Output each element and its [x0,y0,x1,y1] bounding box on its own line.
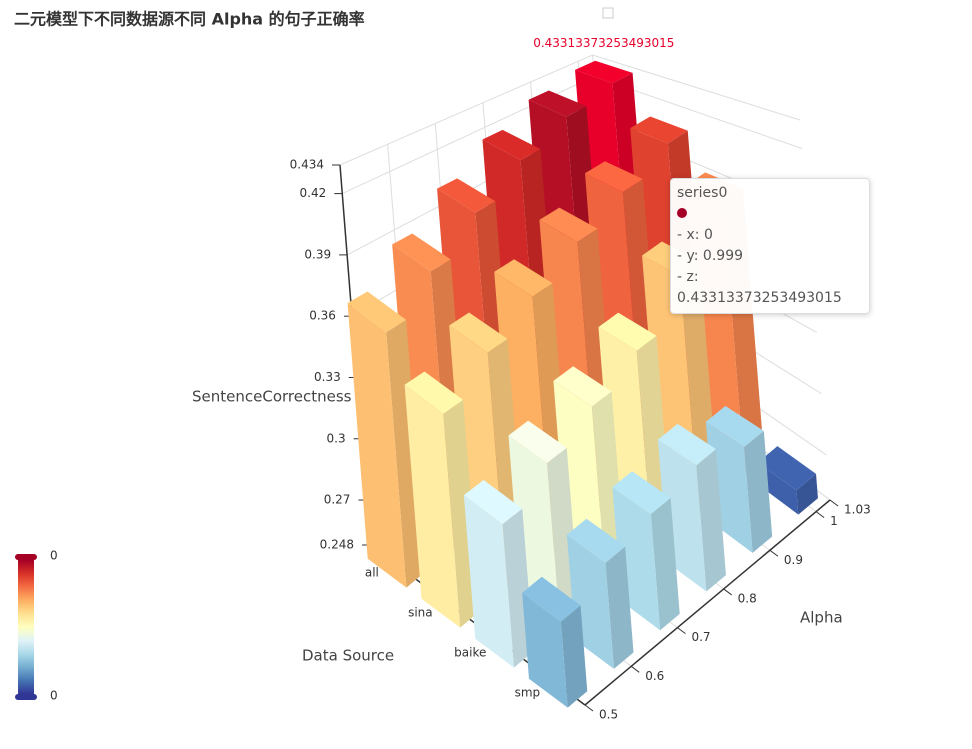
bar-face [757,446,817,491]
bar-face [605,546,634,669]
y-tick [677,627,686,635]
bar-face [522,592,568,708]
y-tick [723,588,732,596]
x-tick-label: baike [454,646,486,660]
y-tick [829,499,839,507]
bar [522,576,588,708]
bar-face [449,312,508,353]
tooltip-line: - x: 0 [677,227,713,243]
bar-value-label: 0.43313373253493015 [533,36,674,50]
bar-face [463,480,523,525]
toolbox-icon[interactable] [602,7,614,19]
tooltip: series0 - x: 0 - y: 0.999 - z: 0.4331337… [670,178,870,314]
bar-face [392,233,451,272]
tooltip-series: series0 [677,185,728,201]
z-tick-label: 0.248 [320,538,354,552]
z-tick-label: 0.42 [300,186,327,200]
bar-face [508,420,567,464]
bar-face [560,605,588,708]
y-tick [769,549,779,557]
z-tick-label: 0.39 [304,247,331,261]
visual-map-label: 0 [50,689,58,703]
y-tick-label: 0.8 [738,591,757,605]
bar-face [539,207,598,242]
bar-face [657,423,717,466]
bar-face [347,303,407,588]
y-axis-name: Alpha [800,609,843,627]
bar-face [696,449,726,592]
chart-title: 二元模型下不同数据源不同 Alpha 的句子正确率 [14,10,365,29]
x-axis-name: Data Source [302,647,394,665]
y-tick-label: 0.7 [691,630,710,644]
z-axis-name: SentenceCorrectness [192,388,352,406]
y-tick-label: 1 [830,514,838,528]
bar-face [757,462,799,515]
tooltip-line: - y: 0.999 [677,248,744,264]
bar-face [494,259,553,297]
bar-face [437,178,496,213]
y-tick-label: 1.03 [844,503,871,517]
bar-face [522,576,581,622]
bar-face [347,291,407,333]
y-tick [630,665,640,673]
bar-face [404,384,461,628]
y-tick [584,704,594,712]
bar-face [598,312,657,351]
y-axis-line [584,499,831,706]
bar-face [566,518,626,563]
bar-face [553,366,612,407]
visual-map-bar[interactable] [18,560,34,694]
x-tick-label: all [365,566,379,580]
visual-map-label: 0 [50,549,58,563]
bar-face [463,495,514,668]
y-tick-label: 0.5 [599,708,618,722]
tooltip-marker [677,208,687,218]
bar-face [630,116,688,144]
bar-face [482,129,541,161]
bar-face [584,161,643,193]
bar-face [612,471,671,515]
x-tick-label: smp [515,686,541,700]
visual-map-handle[interactable] [15,554,37,560]
y-tick-label: 0.9 [784,553,803,567]
bar-face [404,371,464,414]
visual-map-handle[interactable] [15,694,37,700]
z-tick-label: 0.36 [309,309,336,323]
bar-face [650,497,680,631]
bar-face [528,90,587,117]
tooltip-line: - z: 0.43313373253493015 [677,269,842,306]
bar-face [796,473,818,515]
y-tick [815,511,825,519]
y-tick-label: 0.6 [645,669,664,683]
bar-face [705,405,764,448]
z-tick-label: 0.33 [314,370,341,384]
bar-face [575,60,633,84]
z-tick-label: 0.3 [327,431,346,445]
bar-face [744,430,773,553]
z-tick-label: 0.434 [290,158,324,172]
z-tick-label: 0.27 [324,493,351,507]
bar [757,446,818,515]
x-tick-label: sina [408,606,433,620]
